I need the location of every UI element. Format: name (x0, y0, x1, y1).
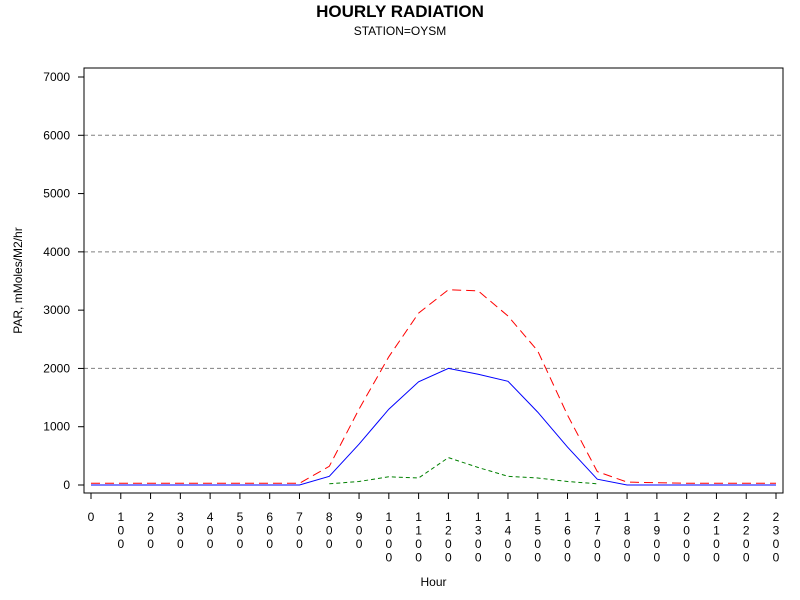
grid-lines (84, 134, 783, 369)
series-lines (91, 289, 776, 486)
plot-frame (83, 67, 784, 494)
x-axis: 0 1 0 0 2 0 0 3 0 0 4 0 0 5 0 0 6 0 0 7 0 0 8 0 0 9 0 0 1 0 0 0 1 1 0 0 1 2 0 0… (88, 493, 780, 565)
y-axis-label: PAR, mMoles/M2/hr (11, 227, 25, 333)
y-tick-label: 4000 (43, 245, 70, 259)
series-line-3 (329, 457, 598, 485)
y-tick-label: 6000 (43, 128, 70, 142)
series-line-1 (91, 289, 776, 484)
series-line-2 (91, 367, 776, 486)
y-tick-label: 1000 (43, 420, 70, 434)
chart-title: HOURLY RADIATION (316, 2, 484, 21)
x-axis-label: Hour (420, 575, 446, 589)
y-axis: 0 1000 2000 3000 4000 5000 6000 7000 (43, 70, 84, 492)
y-tick-label: 3000 (43, 303, 70, 317)
y-tick-label: 2000 (43, 361, 70, 375)
y-tick-label: 0 (63, 478, 70, 492)
y-tick-label: 7000 (43, 70, 70, 84)
chart-subtitle: STATION=OYSM (354, 24, 447, 38)
x-tick-label: 0 (88, 510, 95, 524)
y-tick-label: 5000 (43, 187, 70, 201)
